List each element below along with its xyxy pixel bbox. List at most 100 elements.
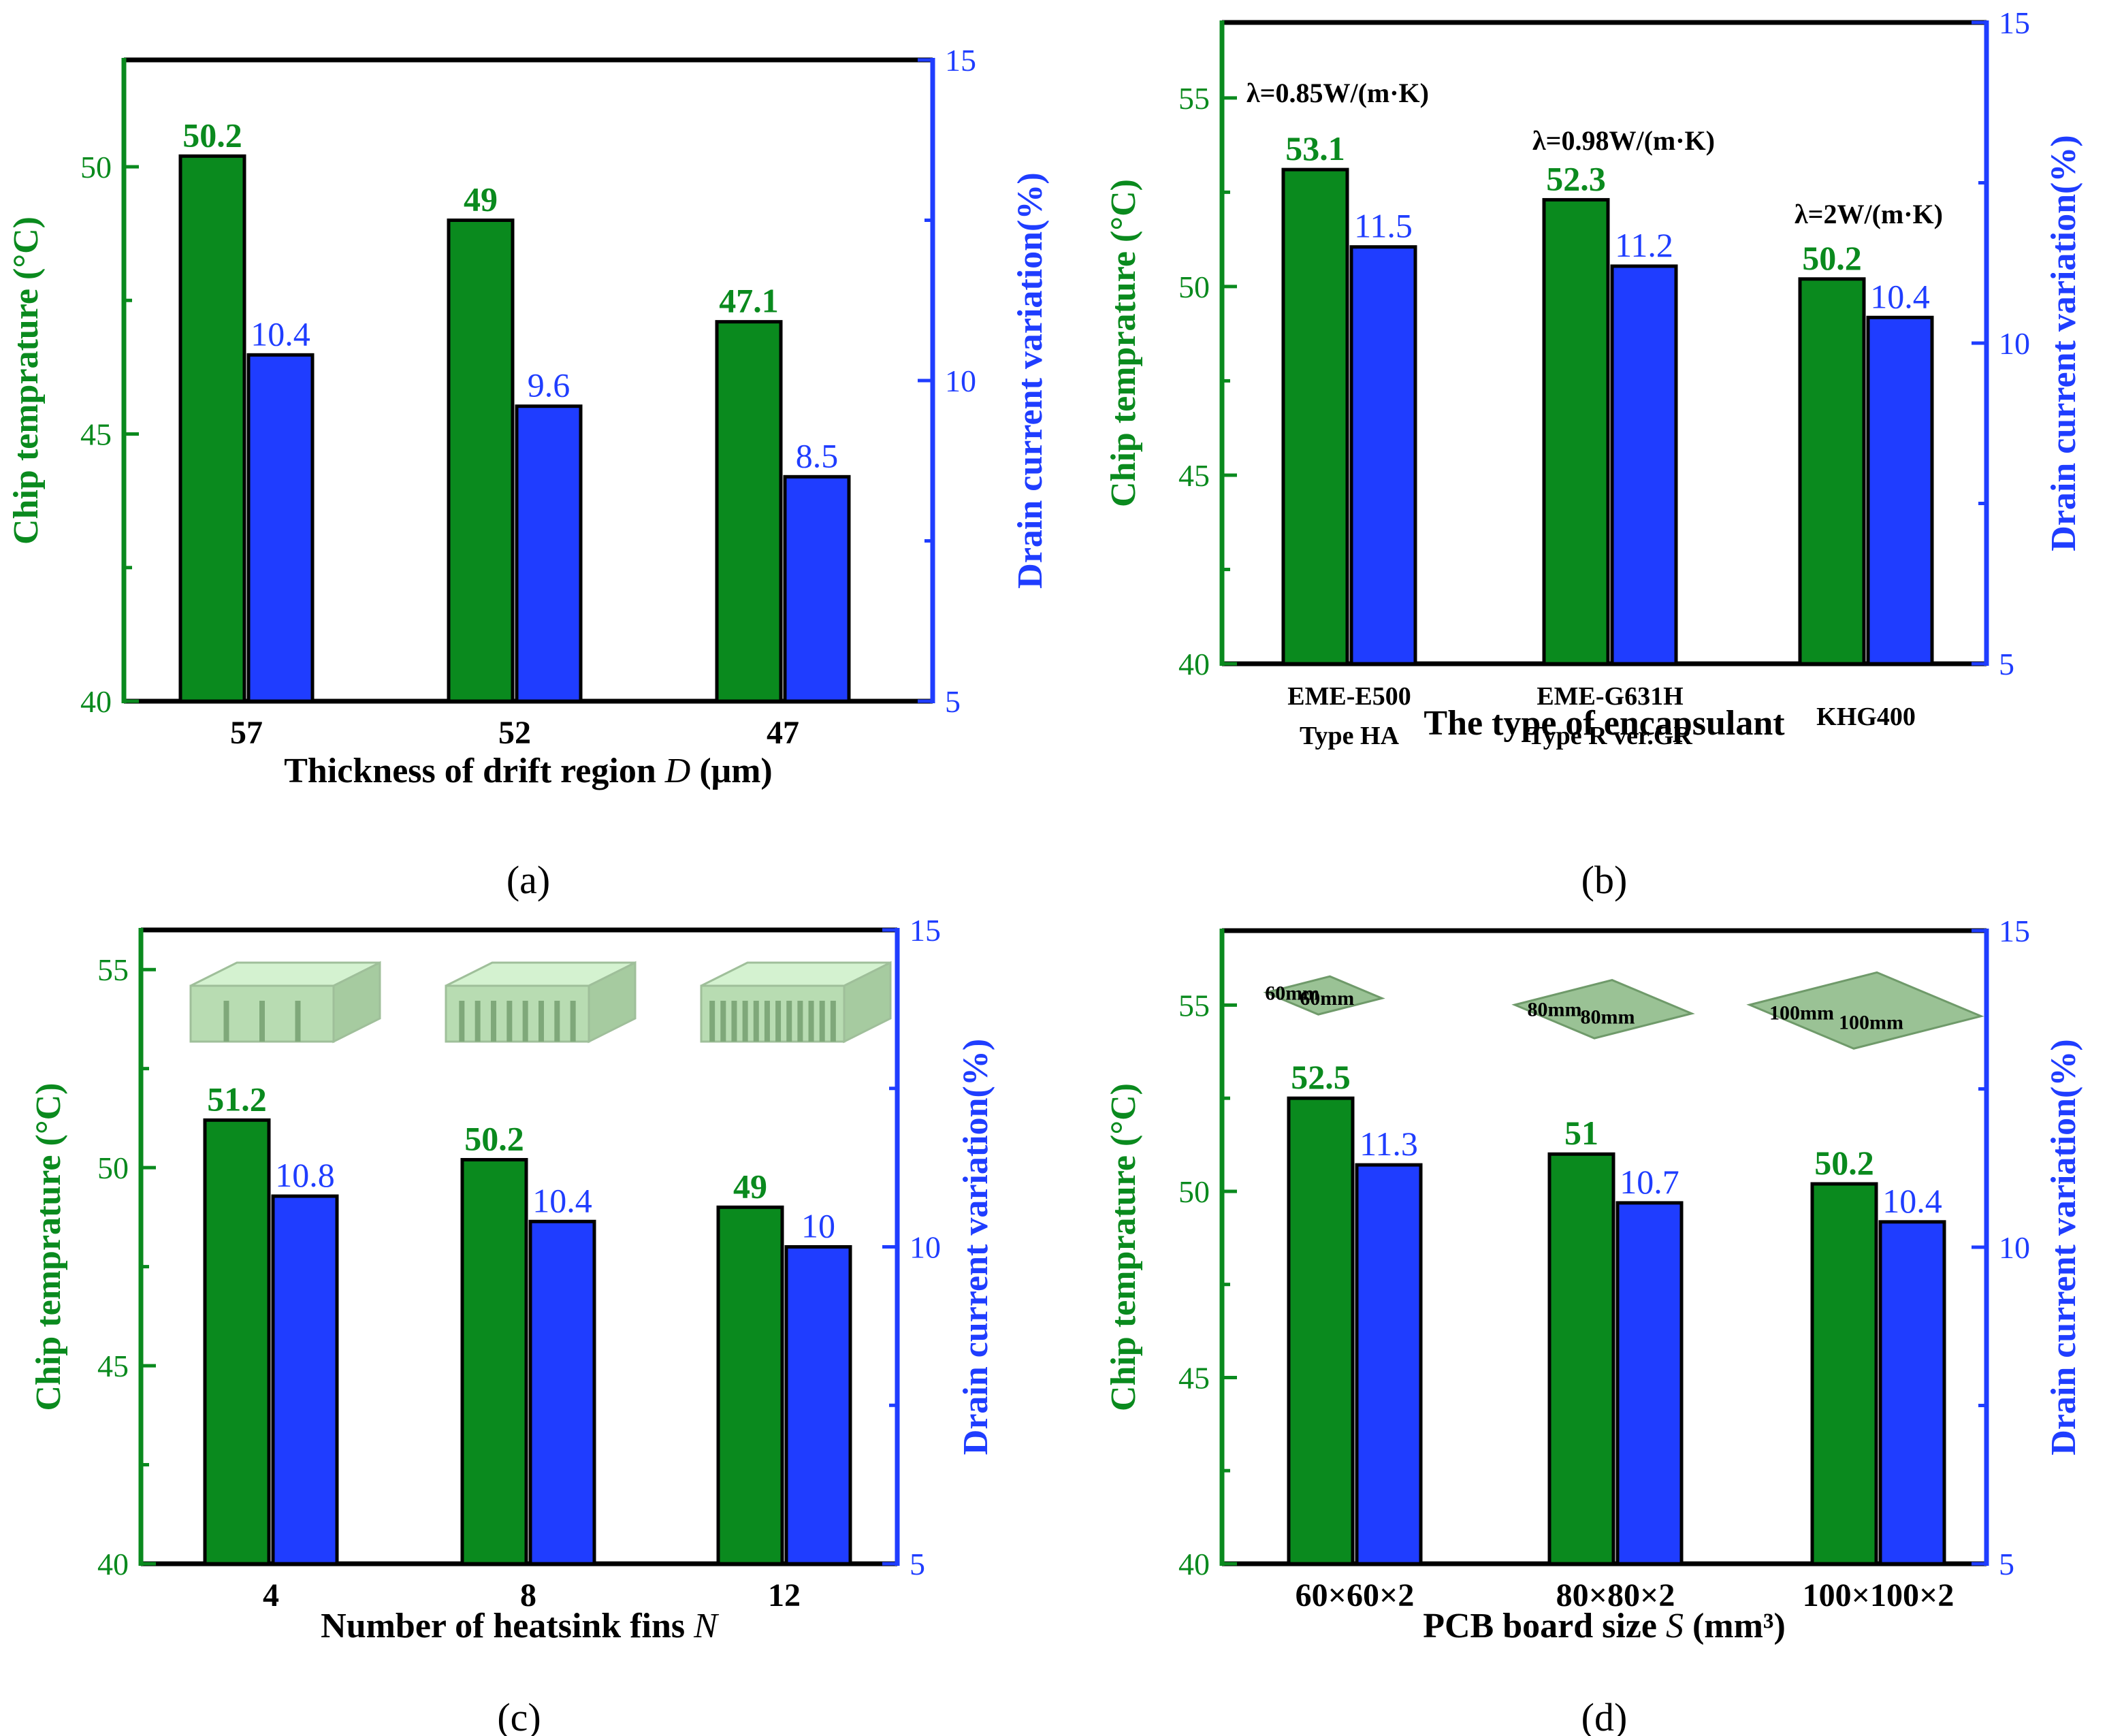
heatsink-fin bbox=[259, 1001, 265, 1042]
left-tick-label: 40 bbox=[97, 1547, 129, 1581]
pcb-dimension-label: 100mm bbox=[1839, 1012, 1903, 1034]
left-tick-label: 45 bbox=[1178, 458, 1210, 493]
left-tick-label: 50 bbox=[1178, 270, 1210, 304]
heatsink-fin bbox=[819, 1001, 825, 1042]
heatsink-fin bbox=[742, 1001, 748, 1042]
bar-temperature bbox=[203, 1118, 271, 1566]
heatsink-side bbox=[332, 961, 381, 1044]
bar-current bbox=[784, 1245, 852, 1566]
heatsink-fin bbox=[753, 1001, 759, 1042]
category-label: EME-E500 bbox=[1287, 682, 1411, 711]
bar-current bbox=[1615, 1201, 1684, 1566]
bar-temperature bbox=[447, 219, 515, 703]
right-tick-label: 10 bbox=[945, 364, 976, 398]
category-label: 47 bbox=[767, 715, 799, 751]
annotation-thermal-conductivity: λ=0.85W/(m·K) bbox=[1246, 78, 1429, 108]
heatsink-fin bbox=[459, 1001, 465, 1042]
heatsink-fin bbox=[720, 1001, 726, 1042]
value-label-current: 10 bbox=[801, 1207, 835, 1245]
heatsink-fin bbox=[475, 1001, 481, 1042]
bar-current bbox=[1355, 1163, 1423, 1566]
left-tick-label: 50 bbox=[97, 1151, 129, 1185]
bar-temperature bbox=[716, 1205, 784, 1566]
left-tick-label: 45 bbox=[1178, 1360, 1210, 1395]
bar-temperature bbox=[1547, 1152, 1615, 1566]
left-tick-label: 50 bbox=[1178, 1174, 1210, 1209]
bar-current bbox=[1610, 264, 1678, 666]
panel-d: 404550555101552.511.360×60×25110.780×80×… bbox=[1104, 914, 2083, 1736]
value-label-current: 10.4 bbox=[1870, 277, 1930, 315]
right-tick-label: 5 bbox=[1999, 1547, 2014, 1581]
heatsink-side bbox=[588, 961, 637, 1044]
pcb-board-image: 100mm 100mm bbox=[1746, 971, 1984, 1050]
x-axis-title: Thickness of drift region D (μm) bbox=[284, 752, 773, 790]
pcb-dimension-label: 80mm bbox=[1581, 1006, 1635, 1028]
heatsink-fin bbox=[491, 1001, 496, 1042]
category-label: 12 bbox=[768, 1577, 801, 1613]
heatsink-fin bbox=[786, 1001, 792, 1042]
heatsink-front bbox=[445, 984, 590, 1043]
right-tick-label: 10 bbox=[1999, 326, 2030, 361]
panel-a: 40 45 50 5 10 15 50.2 10.4 57 49 9.6 52 47.1 8.5 47Thi… bbox=[7, 43, 1050, 902]
value-label-temperature: 47.1 bbox=[719, 282, 779, 320]
bar-current bbox=[1349, 245, 1417, 666]
category-label: Type HA bbox=[1300, 722, 1400, 750]
heatsink-fin bbox=[554, 1001, 560, 1042]
pcb-dimension-label: 100mm bbox=[1769, 1001, 1834, 1024]
value-label-temperature: 52.5 bbox=[1291, 1058, 1351, 1096]
bar-current bbox=[515, 404, 583, 703]
heatsink-fin bbox=[731, 1001, 737, 1042]
pcb-board bbox=[1511, 979, 1695, 1040]
heatsink-fin bbox=[830, 1001, 836, 1042]
category-label: 57 bbox=[230, 715, 263, 751]
bar-temperature bbox=[178, 154, 246, 703]
heatsink-fin bbox=[709, 1001, 715, 1042]
value-label-current: 11.3 bbox=[1360, 1125, 1418, 1163]
pcb-dimension-label: 60mm bbox=[1300, 987, 1354, 1010]
right-tick-label: 5 bbox=[910, 1547, 925, 1581]
heatsink-fin bbox=[570, 1001, 576, 1042]
left-tick-label: 45 bbox=[97, 1349, 129, 1383]
bar-current bbox=[528, 1219, 596, 1566]
left-axis-title: Chip temprature (°C) bbox=[1104, 1083, 1143, 1411]
category-label: 52 bbox=[498, 715, 531, 751]
left-tick-label: 45 bbox=[80, 417, 112, 452]
heatsink-fin bbox=[223, 1001, 229, 1042]
value-label-current: 10.7 bbox=[1620, 1163, 1679, 1201]
bar-temperature bbox=[1810, 1182, 1878, 1566]
right-tick-label: 15 bbox=[945, 43, 976, 78]
pcb-dimension-label: 80mm bbox=[1528, 998, 1582, 1020]
bar-temperature bbox=[1281, 167, 1349, 666]
heatsink-image bbox=[700, 961, 892, 1044]
right-tick-label: 15 bbox=[910, 913, 941, 948]
heatsink-fin bbox=[797, 1001, 803, 1042]
pcb-board bbox=[1263, 975, 1385, 1016]
heatsink-image bbox=[189, 961, 381, 1044]
heatsink-image bbox=[445, 961, 637, 1044]
right-tick-label: 10 bbox=[910, 1230, 941, 1265]
left-axis-title: Chip temprature (°C) bbox=[29, 1083, 68, 1411]
right-tick-label: 10 bbox=[1999, 1230, 2030, 1265]
heatsink-fin bbox=[808, 1001, 814, 1042]
x-axis-title: Number of heatsink fins N bbox=[321, 1607, 720, 1645]
right-axis-title: Drain current variation(%) bbox=[1011, 172, 1050, 588]
left-tick-label: 55 bbox=[1178, 988, 1210, 1023]
bar-current bbox=[1878, 1220, 1946, 1566]
bar-temperature bbox=[1287, 1096, 1355, 1566]
panel-label: (a) bbox=[506, 858, 550, 902]
right-axis-title: Drain current variation(%) bbox=[2044, 135, 2083, 551]
category-label: Type R ver.GR bbox=[1528, 722, 1692, 750]
value-label-current: 9.6 bbox=[528, 366, 570, 404]
value-label-temperature: 49 bbox=[733, 1167, 767, 1205]
heatsink-fin bbox=[538, 1001, 544, 1042]
left-tick-label: 40 bbox=[1178, 647, 1210, 681]
x-axis-title: The type of encapsulant bbox=[1424, 704, 1785, 743]
value-label-temperature: 51.2 bbox=[207, 1080, 267, 1118]
x-axis-title: PCB board size S (mm³) bbox=[1423, 1607, 1786, 1645]
value-label-current: 10.4 bbox=[532, 1181, 592, 1219]
right-tick-label: 5 bbox=[1999, 647, 2014, 681]
value-label-current: 10.4 bbox=[1882, 1182, 1942, 1220]
